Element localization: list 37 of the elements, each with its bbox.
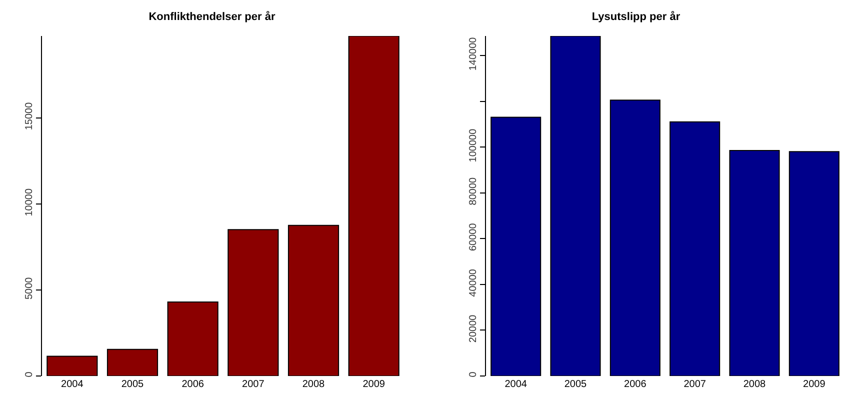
- y-tick-label: 15000: [24, 102, 35, 130]
- bar: [729, 150, 780, 376]
- bar: [550, 36, 601, 376]
- chart-title: Konflikthendelser per år: [148, 10, 276, 23]
- y-tick-label: 60000: [468, 222, 479, 252]
- y-tick-label: 0: [468, 371, 479, 378]
- x-tick-label: 2009: [362, 379, 386, 390]
- x-tick-label: 2007: [684, 379, 706, 390]
- y-tick-label: 5000: [24, 276, 35, 300]
- bar: [348, 36, 400, 376]
- bar: [490, 116, 542, 376]
- y-tick-label: 140000: [468, 36, 479, 71]
- y-tick-label: 40000: [468, 268, 479, 297]
- bar: [670, 121, 720, 376]
- y-tick-label: 0: [24, 371, 35, 378]
- bar: [46, 356, 98, 376]
- x-tick-label: 2005: [564, 379, 588, 390]
- bar: [106, 348, 158, 376]
- x-tick-label: 2004: [61, 379, 84, 390]
- y-tick-label: 80000: [468, 177, 479, 206]
- bar: [228, 229, 279, 376]
- y-tick-label: 20000: [468, 314, 479, 343]
- chart-title: Lysutslipp per år: [592, 10, 681, 23]
- x-tick-label: 2008: [302, 379, 326, 390]
- x-tick-label: 2006: [182, 379, 204, 390]
- bar: [610, 100, 660, 376]
- bar: [788, 151, 840, 376]
- x-tick-label: 2005: [121, 379, 144, 390]
- bar: [167, 301, 218, 376]
- x-tick-label: 2004: [504, 379, 528, 390]
- x-tick-label: 2007: [242, 379, 265, 390]
- bar: [288, 224, 340, 376]
- y-tick-label: 10000: [24, 188, 35, 216]
- x-tick-label: 2008: [743, 379, 766, 390]
- x-tick-label: 2009: [803, 379, 826, 390]
- y-tick-label: 100000: [468, 128, 479, 162]
- x-tick-label: 2006: [624, 379, 647, 390]
